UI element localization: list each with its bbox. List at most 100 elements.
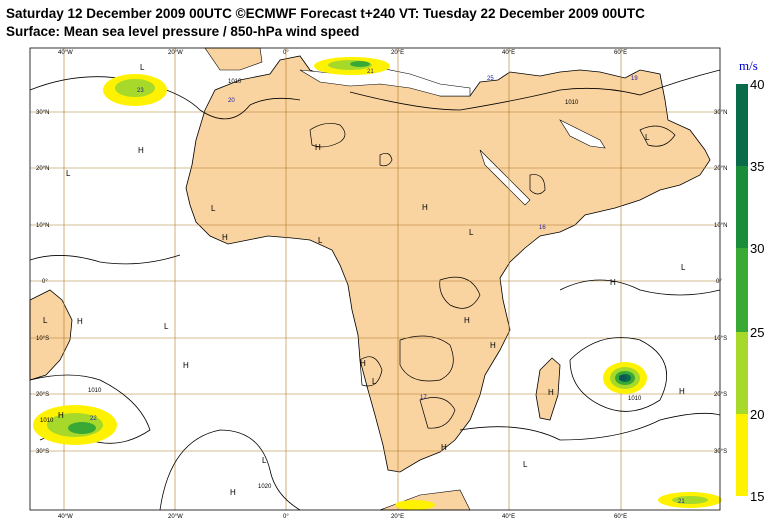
map-title: Saturday 12 December 2009 00UTC ©ECMWF F… — [6, 6, 645, 21]
colorbar-label: 30 — [750, 241, 765, 256]
colorbar-25-30 — [736, 248, 748, 332]
high-center: H — [548, 388, 554, 397]
low-center: L — [66, 169, 71, 178]
pressure-centers: H H H H H H H H H H H H H H H L L L L L … — [43, 63, 686, 497]
south-america-land — [29, 289, 73, 381]
lat-tick: 20°S — [714, 392, 727, 398]
colorbar-label: 40 — [750, 77, 765, 92]
longitude-labels: 40°W 20°W 0° 20°E 40°E 60°E 40°W 20°W 0°… — [58, 50, 627, 520]
red-sea — [479, 149, 531, 206]
colorbar-30-35 — [736, 166, 748, 248]
high-center: H — [315, 143, 321, 152]
lon-tick: 60°E — [614, 514, 627, 520]
low-center: L — [43, 316, 48, 325]
wind-value: 20 — [228, 98, 235, 104]
high-center: H — [230, 488, 236, 497]
high-center: H — [490, 341, 496, 350]
lat-tick: 10°N — [36, 223, 49, 229]
low-center: L — [372, 377, 377, 386]
lat-lon-grid — [30, 48, 720, 510]
wind-value: 19 — [631, 76, 638, 82]
lon-tick: 20°W — [168, 514, 183, 520]
lat-tick: 20°S — [36, 392, 49, 398]
wind-colorbar — [736, 84, 748, 496]
lat-tick: 0° — [42, 279, 48, 285]
lat-tick: 30°N — [714, 110, 727, 116]
high-center: H — [679, 387, 685, 396]
low-center: L — [469, 228, 474, 237]
isobar-value: 1020 — [258, 484, 272, 490]
wind-speed-labels: 23 21 20 25 19 16 17 22 21 20 — [90, 69, 685, 505]
lat-tick: 20°N — [714, 166, 727, 172]
wind-shading — [33, 57, 722, 510]
lon-tick: 40°W — [58, 50, 73, 56]
wind-value: 25 — [487, 76, 494, 82]
colorbar-label: 20 — [750, 407, 765, 422]
lat-tick: 30°S — [36, 449, 49, 455]
low-center: L — [318, 236, 323, 245]
lat-tick: 10°N — [714, 223, 727, 229]
map-subtitle: Surface: Mean sea level pressure / 850-h… — [6, 24, 360, 39]
lon-tick: 20°W — [168, 50, 183, 56]
wind-value: 21 — [678, 499, 685, 505]
lon-tick: 20°E — [391, 514, 404, 520]
low-center: L — [164, 322, 169, 331]
isobar-value: 1010 — [228, 79, 242, 85]
high-center: H — [138, 146, 144, 155]
isobar-value: 1010 — [40, 418, 54, 424]
isobar-value: 1010 — [88, 388, 102, 394]
isobar-value: 1010 — [565, 100, 579, 106]
persian-gulf — [559, 119, 606, 149]
low-center: L — [211, 204, 216, 213]
lat-tick: 30°S — [714, 449, 727, 455]
terrain-contours — [309, 123, 676, 429]
lon-tick: 40°E — [502, 50, 515, 56]
high-center: H — [58, 411, 64, 420]
wind-value: 20 — [619, 376, 626, 382]
lon-tick: 60°E — [614, 50, 627, 56]
low-center: L — [681, 263, 686, 272]
colorbar-15-20 — [736, 414, 748, 496]
lon-tick: 0° — [283, 50, 289, 56]
low-center: L — [523, 460, 528, 469]
lat-tick: 20°N — [36, 166, 49, 172]
colorbar-label: 25 — [750, 325, 765, 340]
low-center: L — [140, 63, 145, 72]
colorbar-20-25 — [736, 332, 748, 414]
high-center: H — [360, 359, 366, 368]
isobars — [29, 69, 721, 511]
isobar-labels: 1010 1010 1020 1010 1010 1010 — [40, 79, 642, 490]
wind-value: 23 — [137, 88, 144, 94]
high-center: H — [464, 316, 470, 325]
high-center: H — [222, 233, 228, 242]
lat-tick: 10°S — [714, 336, 727, 342]
colorbar-label: 15 — [750, 489, 765, 504]
colorbar-35-40 — [736, 84, 748, 166]
low-center: L — [262, 456, 267, 465]
lon-tick: 20°E — [391, 50, 404, 56]
lon-tick: 40°W — [58, 514, 73, 520]
colorbar-unit: m/s — [739, 58, 758, 73]
isobar-value: 1010 — [628, 396, 642, 402]
high-center: H — [441, 443, 447, 452]
lat-tick: 10°S — [36, 336, 49, 342]
wind-value: 16 — [539, 225, 546, 231]
lon-tick: 40°E — [502, 514, 515, 520]
low-center: L — [645, 133, 650, 142]
lat-tick: 0° — [716, 279, 722, 285]
lon-tick: 0° — [283, 514, 289, 520]
wind-value: 17 — [420, 395, 427, 401]
colorbar-label: 35 — [750, 159, 765, 174]
map-frame — [29, 47, 721, 511]
high-center: H — [422, 203, 428, 212]
high-center: H — [183, 361, 189, 370]
madagascar-land — [535, 357, 561, 421]
latitude-labels: 30°N 20°N 10°N 0° 10°S 20°S 30°S 30°N 20… — [36, 110, 727, 455]
high-center: H — [77, 317, 83, 326]
high-center: H — [610, 278, 616, 287]
wind-value: 21 — [367, 69, 374, 75]
wind-value: 22 — [90, 416, 97, 422]
lat-tick: 30°N — [36, 110, 49, 116]
